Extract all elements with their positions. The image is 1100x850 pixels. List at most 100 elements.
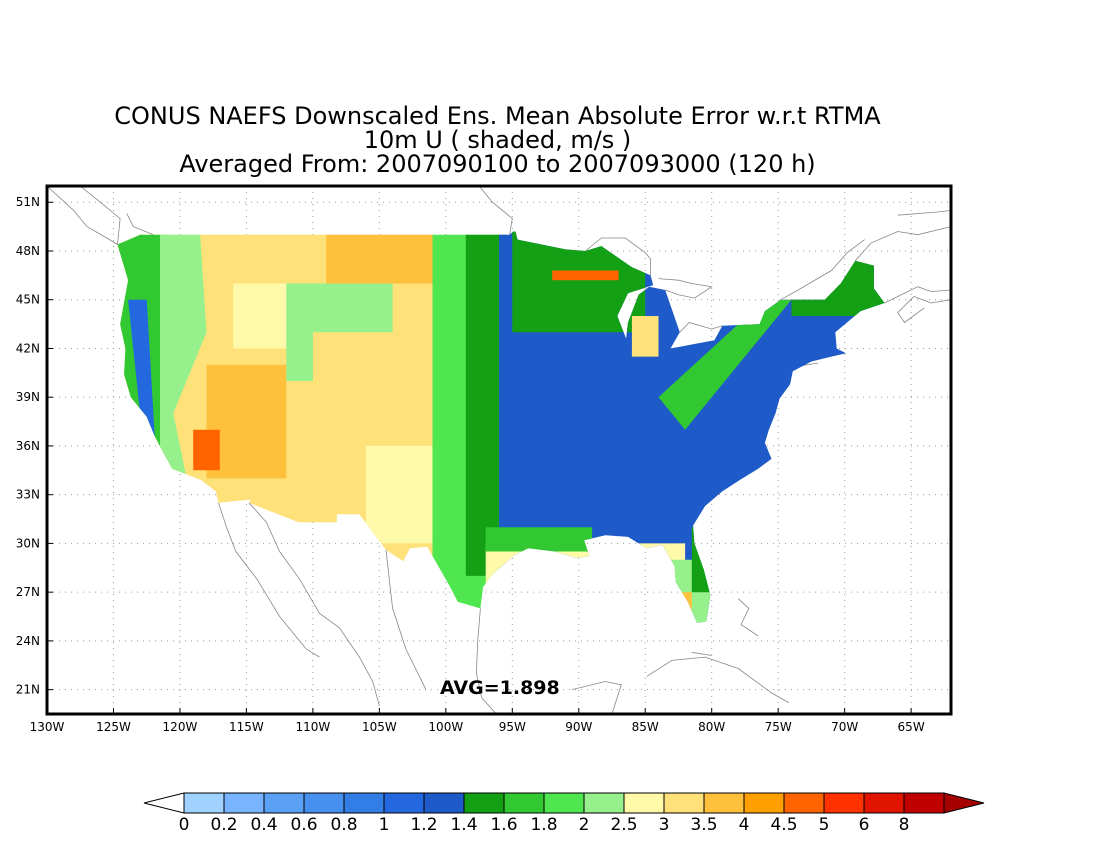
coastline [478,186,513,235]
colorbar-label: 1.8 [530,815,557,835]
lon-tick-label: 120W [163,720,198,734]
colorbar-swatch [823,792,865,814]
colorbar-label: 1 [379,815,390,835]
colorbar-swatch [223,792,265,814]
coastline [679,322,723,333]
lat-tick-label: 51N [16,195,40,209]
coastline [218,502,320,658]
colorbar-swatch [663,792,705,814]
colorbar-label: 6 [859,815,870,835]
colorbar-label: 4.5 [770,815,797,835]
lat-tick-label: 36N [16,439,40,453]
coastline [738,598,759,637]
coastline [691,651,712,656]
cascade-sierra-lightgreen [160,231,207,479]
lon-tick-label: 80W [698,720,725,734]
gulf-green [485,527,593,552]
montana-orange [326,231,433,284]
colorbar-label: 3.5 [690,815,717,835]
lat-tick-label: 33N [16,488,40,502]
coastline [47,186,118,245]
hotspot-red [193,429,220,471]
colorbar-label: 4 [739,815,750,835]
map-frame [45,184,953,716]
lon-tick-label: 110W [295,720,330,734]
coastline [585,237,651,276]
colorbar-label: 1.6 [490,815,517,835]
colorbar-swatch [583,792,625,814]
lon-tick-label: 85W [632,720,659,734]
average-annotation: AVG=1.898 [440,677,560,699]
colorbar-label: 5 [819,815,830,835]
colorbar-swatch [783,792,825,814]
lon-tick-label: 115W [229,720,264,734]
lat-tick-label: 48N [16,244,40,258]
lon-tick-label: 125W [96,720,131,734]
colorbar-swatch [383,792,425,814]
colorbar-label: 2 [579,815,590,835]
coastline [126,213,154,236]
map-subtitle-variable: 10m U ( shaded, m/s ) [363,126,632,154]
lat-tick-label: 27N [16,585,40,599]
colorbar-label: 2.5 [610,815,637,835]
lat-tick-label: 39N [16,390,40,404]
colorbar-swatch [343,792,385,814]
plains-darkgreen [465,231,506,576]
coastline [897,210,951,216]
colorbar-label: 1.2 [410,815,437,835]
colorbar-label: 0.4 [250,815,277,835]
colorbar-swatch [543,792,585,814]
texas-yellow [366,445,433,544]
coastline [658,278,713,299]
colorbar-swatch [263,792,305,814]
colorbar: 0 0.2 0.4 0.6 0.8 1 1.2 1.4 1.6 1.8 2 2.5 3 3.5 4 4.5 5 6… [143,792,985,835]
lake-superior-orange [552,270,619,281]
coastal-blue [128,299,155,437]
colorado-yellow [312,332,406,398]
coastline [884,286,951,304]
lon-tick-label: 65W [898,720,925,734]
longitude-axis: 130W 125W 120W 115W 110W 105W 100W 95W 90W 85W 80W… [30,708,925,734]
colorbar-swatch [743,792,785,814]
colorbar-label: 0.6 [290,815,317,835]
coastline [646,656,789,703]
colorbar-swatch [303,792,345,814]
upper-midwest-green [512,231,646,333]
lat-tick-label: 30N [16,536,40,550]
coastline [780,239,865,301]
map-title: CONUS NAEFS Downscaled Ens. Mean Absolut… [114,102,881,130]
lon-tick-label: 100W [428,720,463,734]
colorbar-label: 0.8 [330,815,357,835]
coastline [79,186,121,245]
colorbar-swatch [903,792,945,814]
lat-tick-label: 45N [16,293,40,307]
colorbar-swatch [623,792,665,814]
colorbar-low-extension [143,792,185,814]
basin-orange [206,364,287,479]
colorbar-swatch [703,792,745,814]
coastline [897,296,951,324]
colorbar-swatch [463,792,505,814]
colorbar-swatch [183,792,225,814]
lon-tick-label: 105W [362,720,397,734]
colorbar-label: 0.2 [210,815,237,835]
coastline [572,681,622,714]
lon-tick-label: 90W [565,720,592,734]
lat-tick-label: 42N [16,341,40,355]
lon-tick-label: 75W [765,720,792,734]
colorbar-label: 1.4 [450,815,477,835]
lat-tick-label: 21N [16,683,40,697]
coastline [248,502,380,707]
map-subtitle-period: Averaged From: 2007090100 to 2007093000 … [179,150,816,178]
coastline [385,549,427,690]
appalachian-green [658,299,792,430]
coastline [475,608,497,714]
lon-tick-label: 95W [499,720,526,734]
colorbar-swatch [503,792,545,814]
latitude-axis: 51N 48N 45N 42N 39N 36N 33N 30N 27N 24N 21N [16,195,53,697]
colorbar-label: 8 [899,815,910,835]
colorbar-label: 0 [179,815,190,835]
colorbar-label: 3 [659,815,670,835]
colorbar-high-extension [943,792,985,814]
